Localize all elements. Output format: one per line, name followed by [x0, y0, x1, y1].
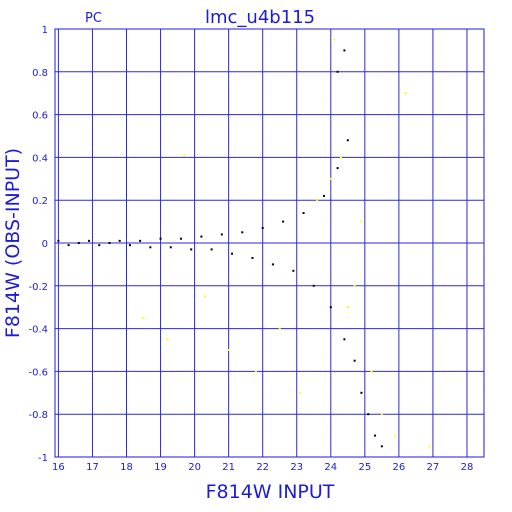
data-point-black [302, 212, 305, 215]
y-tick-label: 0.4 [32, 153, 48, 164]
x-tick-labels: 16 17 18 19 20 21 22 23 24 25 26 27 28 [52, 462, 473, 473]
data-point-black [353, 359, 356, 362]
y-axis-label: F814W (OBS-INPUT) [2, 148, 24, 338]
x-tick-label: 28 [461, 462, 474, 473]
y-tick-labels: 1 0.8 0.6 0.4 0.2 0 -0.2 -0.4 -0.6 -0.8 -1 [28, 25, 48, 464]
data-point-black [312, 284, 315, 287]
data-point-black [282, 220, 285, 223]
data-point-yellow [360, 220, 363, 223]
y-tick-label: -1 [38, 453, 48, 464]
data-point-black [336, 167, 339, 170]
data-point-yellow [329, 177, 332, 180]
data-point-yellow [340, 156, 342, 159]
data-point-black [380, 445, 383, 448]
data-point-yellow [299, 391, 302, 394]
data-point-black [67, 244, 70, 247]
x-tick-label: 19 [154, 462, 167, 473]
x-tick-label: 22 [256, 462, 269, 473]
data-point-black [251, 256, 254, 259]
x-tick-label: 21 [222, 462, 235, 473]
data-point-black [360, 391, 363, 394]
y-tick-label: 0.2 [32, 196, 48, 207]
data-point-yellow [380, 413, 383, 416]
data-point-yellow [404, 92, 407, 95]
x-axis-label: F814W INPUT [206, 481, 335, 503]
data-points [57, 38, 431, 448]
data-point-yellow [316, 199, 319, 202]
data-point-black [98, 244, 101, 247]
data-point-black [343, 49, 346, 52]
data-point-black [343, 338, 346, 341]
data-point-yellow [353, 284, 356, 287]
plot-frame [54, 28, 485, 458]
data-point-yellow [278, 327, 281, 330]
data-point-black [190, 248, 193, 251]
data-point-yellow [227, 349, 230, 351]
x-tick-label: 17 [86, 462, 99, 473]
data-point-black [261, 227, 264, 230]
chart-title: lmc_u4b115 [205, 7, 315, 28]
chart-subtitle: PC [85, 11, 102, 26]
data-point-black [169, 246, 172, 249]
x-tick-label: 23 [290, 462, 303, 473]
x-tick-label: 16 [52, 462, 65, 473]
data-point-black [241, 231, 244, 234]
y-tick-label: 0 [42, 239, 48, 250]
data-point-black [220, 233, 223, 236]
data-point-black [322, 194, 325, 197]
data-point-black [292, 269, 295, 272]
data-point-black [118, 239, 121, 242]
data-point-black [108, 242, 111, 244]
data-point-black [159, 237, 162, 240]
x-tick-label: 24 [324, 462, 337, 473]
x-tick-label: 20 [188, 462, 201, 473]
data-point-black [336, 70, 339, 73]
x-tick-label: 26 [393, 462, 406, 473]
data-point-black [179, 237, 182, 240]
data-point-black [88, 239, 91, 242]
data-point-black [128, 244, 131, 247]
data-point-black [329, 306, 332, 309]
y-tick-label: -0.8 [28, 410, 48, 421]
data-point-yellow [183, 154, 186, 157]
data-point-yellow [203, 295, 206, 298]
data-point-yellow [142, 316, 145, 319]
data-point-yellow [254, 370, 257, 373]
y-tick-label: 0.6 [32, 111, 48, 122]
y-tick-label: -0.6 [28, 367, 48, 378]
data-point-yellow [346, 306, 349, 309]
data-point-yellow [333, 38, 336, 41]
data-point-yellow [394, 434, 397, 437]
data-point-black [57, 239, 60, 242]
y-tick-label: -0.2 [28, 282, 48, 293]
data-point-black [374, 434, 377, 437]
y-tick-label: 0.8 [32, 68, 48, 79]
data-point-black [271, 263, 274, 266]
x-tick-label: 18 [120, 462, 133, 473]
x-tick-label: 27 [427, 462, 440, 473]
grid-lines [55, 28, 484, 458]
x-tick-label: 25 [358, 462, 371, 473]
data-point-black [231, 252, 234, 255]
data-point-black [200, 235, 203, 238]
data-point-black [149, 246, 152, 249]
data-point-black [346, 139, 349, 142]
y-tick-label: 1 [42, 25, 48, 36]
data-point-black [367, 413, 370, 416]
data-point-yellow [370, 370, 373, 373]
data-point-yellow [166, 338, 169, 341]
data-point-black [210, 248, 213, 251]
y-tick-label: -0.4 [28, 325, 48, 336]
data-point-black [139, 239, 142, 242]
data-point-yellow [428, 445, 431, 448]
data-point-black [77, 242, 80, 244]
